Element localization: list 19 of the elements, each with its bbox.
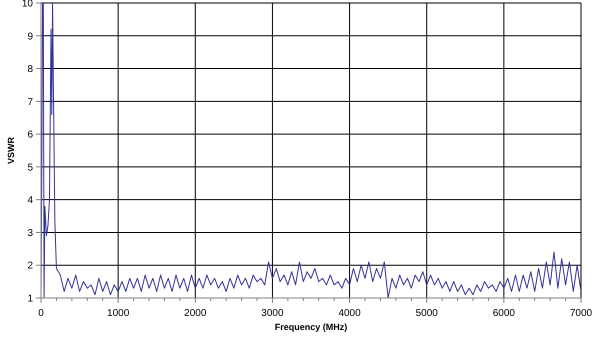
x-tick-label: 2000 [184,308,207,319]
y-tick-label: 9 [27,31,34,42]
x-tick-label: 3000 [261,308,284,319]
y-tick-label: 2 [27,260,34,272]
y-tick-label: 5 [27,162,34,174]
x-tick-label: 0 [38,308,44,319]
y-tick-label: 4 [27,195,34,206]
y-tick-label: 7 [27,96,34,108]
x-tick-label: 7000 [570,308,593,319]
y-tick-label: 3 [27,228,34,239]
y-tick-label: 1 [27,294,34,304]
x-tick-label: 5000 [416,308,438,319]
x-tick-label: 6000 [492,308,516,319]
x-tick-label: 4000 [338,308,362,319]
y-axis-title: VSWR [6,136,16,164]
y-tick-label: 8 [27,64,34,76]
x-tick-label: 1000 [107,308,130,319]
x-axis-title: Frequency (MHz) [274,322,348,332]
y-tick-label: 6 [27,130,34,141]
